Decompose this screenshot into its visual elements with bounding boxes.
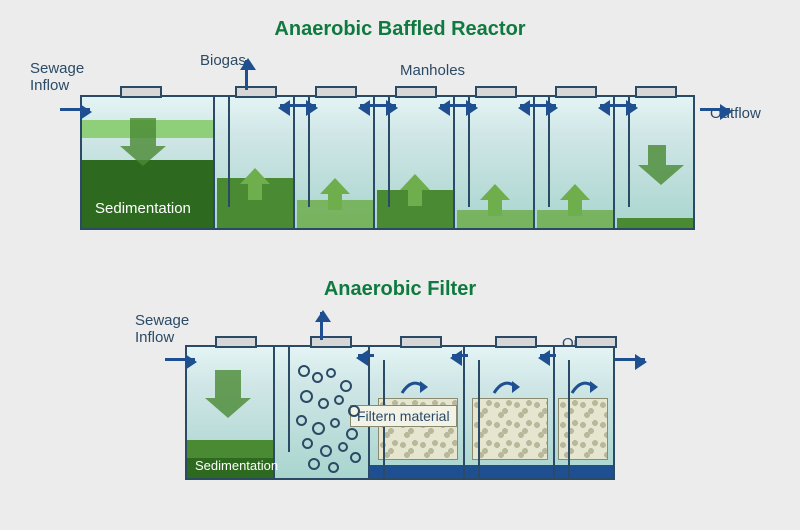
outflow-arrow-icon	[615, 358, 645, 361]
bubble-icon	[318, 398, 329, 409]
bubble-icon	[296, 415, 307, 426]
abr-divider	[453, 95, 455, 230]
bubble-icon	[308, 458, 320, 470]
manhole-icon	[555, 86, 597, 98]
af-filter-label: Filtern material	[350, 405, 457, 427]
abr-divider	[293, 95, 295, 230]
manhole-icon	[475, 86, 517, 98]
af-inflow-label: Sewage Inflow	[135, 312, 189, 346]
surface-arrow-icon	[452, 354, 468, 357]
swirl-arrow-icon	[568, 375, 598, 397]
manhole-icon	[395, 86, 437, 98]
outflow-arrow-icon	[700, 108, 730, 111]
filter-material	[472, 398, 548, 460]
bubble-icon	[338, 442, 348, 452]
bubble-icon	[340, 380, 352, 392]
af-divider	[553, 345, 555, 480]
bubble-icon	[302, 438, 313, 449]
abr-sedimentation-label: Sedimentation	[95, 200, 191, 217]
surface-arrow-icon	[538, 104, 556, 107]
abr-title: Anaerobic Baffled Reactor	[0, 18, 800, 41]
af-baffle	[288, 347, 290, 452]
swirl-arrow-icon	[490, 375, 520, 397]
bubble-icon	[312, 422, 325, 435]
abr-divider	[373, 95, 375, 230]
surface-arrow-icon	[298, 104, 316, 107]
upflow-arrow-icon	[408, 188, 422, 206]
abr-divider	[613, 95, 615, 230]
manhole-icon	[235, 86, 277, 98]
surface-arrow-icon	[280, 104, 298, 107]
surface-arrow-icon	[540, 354, 556, 357]
surface-arrow-icon	[458, 104, 476, 107]
inflow-arrow-icon	[60, 108, 90, 111]
surface-arrow-icon	[618, 104, 636, 107]
surface-arrow-icon	[440, 104, 458, 107]
inflow-arrow-icon	[165, 358, 195, 361]
biogas-arrow-icon	[245, 60, 248, 90]
surface-arrow-icon	[360, 104, 378, 107]
bubble-icon	[298, 365, 310, 377]
bubble-icon	[312, 372, 323, 383]
bubble-icon	[300, 390, 313, 403]
af-divider	[463, 345, 465, 480]
surface-arrow-icon	[600, 104, 618, 107]
surface-arrow-icon	[358, 354, 374, 357]
bubble-icon	[330, 418, 340, 428]
manhole-icon	[315, 86, 357, 98]
surface-arrow-icon	[520, 104, 538, 107]
bubble-icon	[334, 395, 344, 405]
manhole-icon	[495, 336, 537, 348]
abr-divider	[213, 95, 215, 230]
bubble-icon	[328, 462, 339, 473]
upflow-arrow-icon	[568, 198, 582, 216]
abr-biogas-label: Biogas	[200, 52, 246, 69]
manhole-icon	[215, 336, 257, 348]
abr-sediment-7	[617, 218, 693, 228]
abr-sediment-1	[82, 160, 213, 228]
manhole-icon	[400, 336, 442, 348]
bubble-icon	[346, 428, 358, 440]
abr-baffle	[228, 97, 230, 207]
manhole-icon	[575, 336, 617, 348]
manhole-icon	[120, 86, 162, 98]
settle-arrow-icon	[130, 118, 156, 148]
bubble-icon	[326, 368, 336, 378]
manhole-icon	[310, 336, 352, 348]
abr-inflow-label: Sewage Inflow	[30, 60, 84, 94]
bubble-icon	[348, 405, 360, 417]
af-sedimentation-label: Sedimentation	[195, 458, 278, 473]
upflow-arrow-icon	[488, 198, 502, 216]
bubble-icon	[350, 452, 361, 463]
manhole-icon	[635, 86, 677, 98]
af-bottom-channel	[370, 465, 613, 478]
upflow-arrow-icon	[328, 192, 342, 210]
abr-manholes-label: Manholes	[400, 62, 465, 79]
filter-material	[558, 398, 608, 460]
swirl-arrow-icon	[398, 375, 428, 397]
biogas-arrow-icon	[320, 312, 323, 340]
settle-arrow-icon	[215, 370, 241, 400]
surface-arrow-icon	[378, 104, 396, 107]
af-title: Anaerobic Filter	[0, 278, 800, 301]
upflow-arrow-icon	[248, 182, 262, 200]
af-baffle	[478, 360, 480, 478]
bubble-icon	[320, 445, 332, 457]
abr-divider	[533, 95, 535, 230]
settle-arrow-icon	[648, 145, 666, 167]
diagram-canvas: Anaerobic Baffled Reactor Sewage Inflow …	[0, 0, 800, 530]
